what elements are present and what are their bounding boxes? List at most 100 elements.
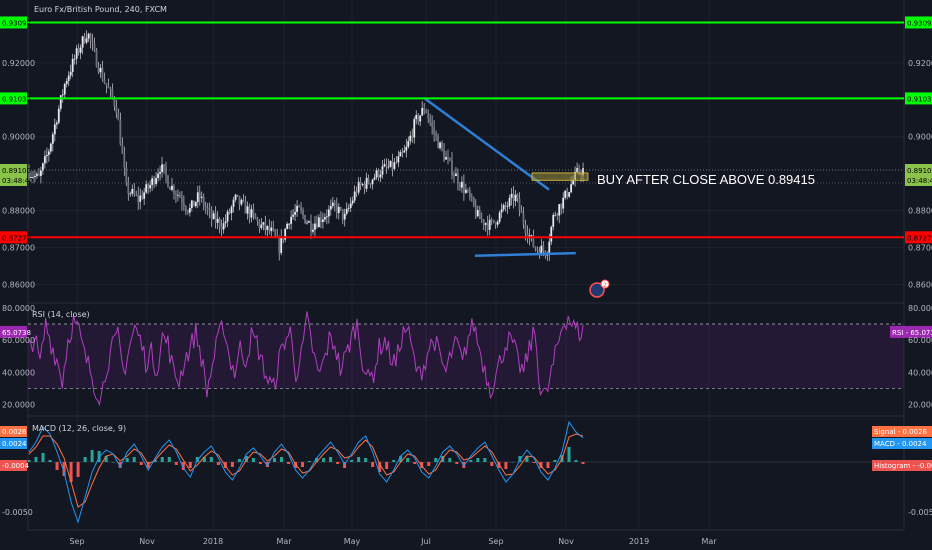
candle-body[interactable] (256, 218, 259, 221)
candle-body[interactable] (51, 134, 54, 144)
candle-body[interactable] (343, 213, 346, 220)
candle-body[interactable] (423, 107, 426, 112)
candle-body[interactable] (125, 167, 128, 183)
candle-body[interactable] (502, 205, 505, 210)
candle-body[interactable] (387, 166, 390, 168)
candle-body[interactable] (427, 112, 430, 119)
candle-body[interactable] (419, 115, 422, 122)
candle-body[interactable] (188, 208, 191, 213)
candle-body[interactable] (488, 219, 491, 230)
candle-body[interactable] (542, 245, 545, 252)
candle-body[interactable] (429, 118, 432, 123)
candle-body[interactable] (357, 181, 360, 193)
candle-body[interactable] (73, 58, 76, 60)
candle-body[interactable] (57, 108, 60, 123)
candle-body[interactable] (462, 181, 465, 193)
candle-body[interactable] (254, 213, 257, 219)
candle-body[interactable] (43, 156, 46, 164)
candle-body[interactable] (232, 199, 235, 207)
candle-body[interactable] (433, 126, 436, 134)
candle-body[interactable] (453, 175, 455, 177)
candle-body[interactable] (538, 250, 541, 256)
candle-body[interactable] (389, 160, 392, 167)
price-pane[interactable] (28, 30, 589, 261)
candle-body[interactable] (91, 40, 94, 44)
candle-body[interactable] (455, 173, 457, 177)
candle-body[interactable] (504, 205, 507, 207)
candle-body[interactable] (135, 194, 138, 196)
candle-body[interactable] (381, 166, 384, 175)
candle-body[interactable] (202, 196, 205, 207)
candle-body[interactable] (107, 85, 110, 89)
candle-body[interactable] (363, 184, 366, 189)
event-badge[interactable]: 2 (589, 279, 610, 298)
candle-body[interactable] (518, 198, 521, 211)
candle-body[interactable] (40, 170, 42, 176)
candle-body[interactable] (45, 154, 48, 157)
candle-body[interactable] (38, 173, 40, 176)
candle-body[interactable] (464, 189, 467, 193)
candle-body[interactable] (230, 206, 233, 214)
candle-body[interactable] (55, 122, 58, 125)
candle-body[interactable] (514, 194, 517, 201)
candle-body[interactable] (510, 193, 513, 198)
candle-body[interactable] (34, 175, 36, 178)
candle-body[interactable] (141, 195, 144, 199)
price-levels[interactable]: 0.93092 0.93092 0.91037 0.91037 0.87278 0.872… (0, 16, 932, 244)
candle-body[interactable] (49, 143, 52, 152)
candle-body[interactable] (351, 200, 354, 204)
candle-body[interactable] (95, 49, 98, 67)
candle-body[interactable] (314, 223, 316, 230)
candle-body[interactable] (470, 196, 473, 198)
candle-body[interactable] (67, 75, 70, 81)
candle-body[interactable] (377, 169, 380, 178)
candle-body[interactable] (560, 204, 563, 209)
candle-body[interactable] (403, 150, 406, 153)
candle-body[interactable] (480, 219, 483, 220)
macd-line[interactable] (28, 420, 584, 524)
candle-body[interactable] (371, 179, 374, 185)
candle-body[interactable] (69, 71, 72, 76)
candle-body[interactable] (252, 209, 255, 214)
candle-body[interactable] (161, 164, 163, 173)
candle-body[interactable] (137, 194, 140, 202)
candle-body[interactable] (181, 197, 183, 203)
candle-body[interactable] (476, 209, 479, 217)
candle-body[interactable] (111, 89, 114, 98)
candle-body[interactable] (179, 194, 181, 198)
trendline[interactable] (474, 251, 576, 257)
candle-body[interactable] (492, 219, 495, 223)
candle-body[interactable] (248, 206, 251, 218)
candle-body[interactable] (337, 206, 340, 214)
candle-body[interactable] (75, 48, 78, 59)
candle-body[interactable] (53, 124, 56, 135)
candle-body[interactable] (242, 199, 245, 201)
candle-body[interactable] (566, 190, 569, 197)
candle-body[interactable] (262, 222, 265, 225)
candle-body[interactable] (437, 135, 439, 149)
candle-body[interactable] (327, 209, 330, 217)
candle-body[interactable] (379, 174, 382, 178)
candle-body[interactable] (198, 192, 201, 198)
candle-body[interactable] (296, 205, 298, 212)
candle-body[interactable] (83, 36, 86, 43)
candle-body[interactable] (459, 184, 461, 188)
candle-body[interactable] (194, 201, 197, 207)
candle-body[interactable] (401, 152, 404, 153)
candle-body[interactable] (218, 218, 221, 227)
candle-body[interactable] (294, 211, 296, 215)
candle-body[interactable] (169, 187, 171, 190)
candle-body[interactable] (578, 168, 580, 173)
candle-body[interactable] (200, 196, 203, 198)
candle-body[interactable] (129, 193, 132, 195)
candle-body[interactable] (425, 111, 428, 113)
candle-body[interactable] (105, 83, 108, 86)
candle-body[interactable] (103, 79, 106, 84)
candle-body[interactable] (383, 164, 386, 167)
candle-body[interactable] (341, 209, 344, 220)
candle-body[interactable] (302, 210, 304, 216)
candle-body[interactable] (79, 47, 82, 53)
candle-body[interactable] (115, 106, 118, 113)
candle-body[interactable] (508, 197, 511, 207)
